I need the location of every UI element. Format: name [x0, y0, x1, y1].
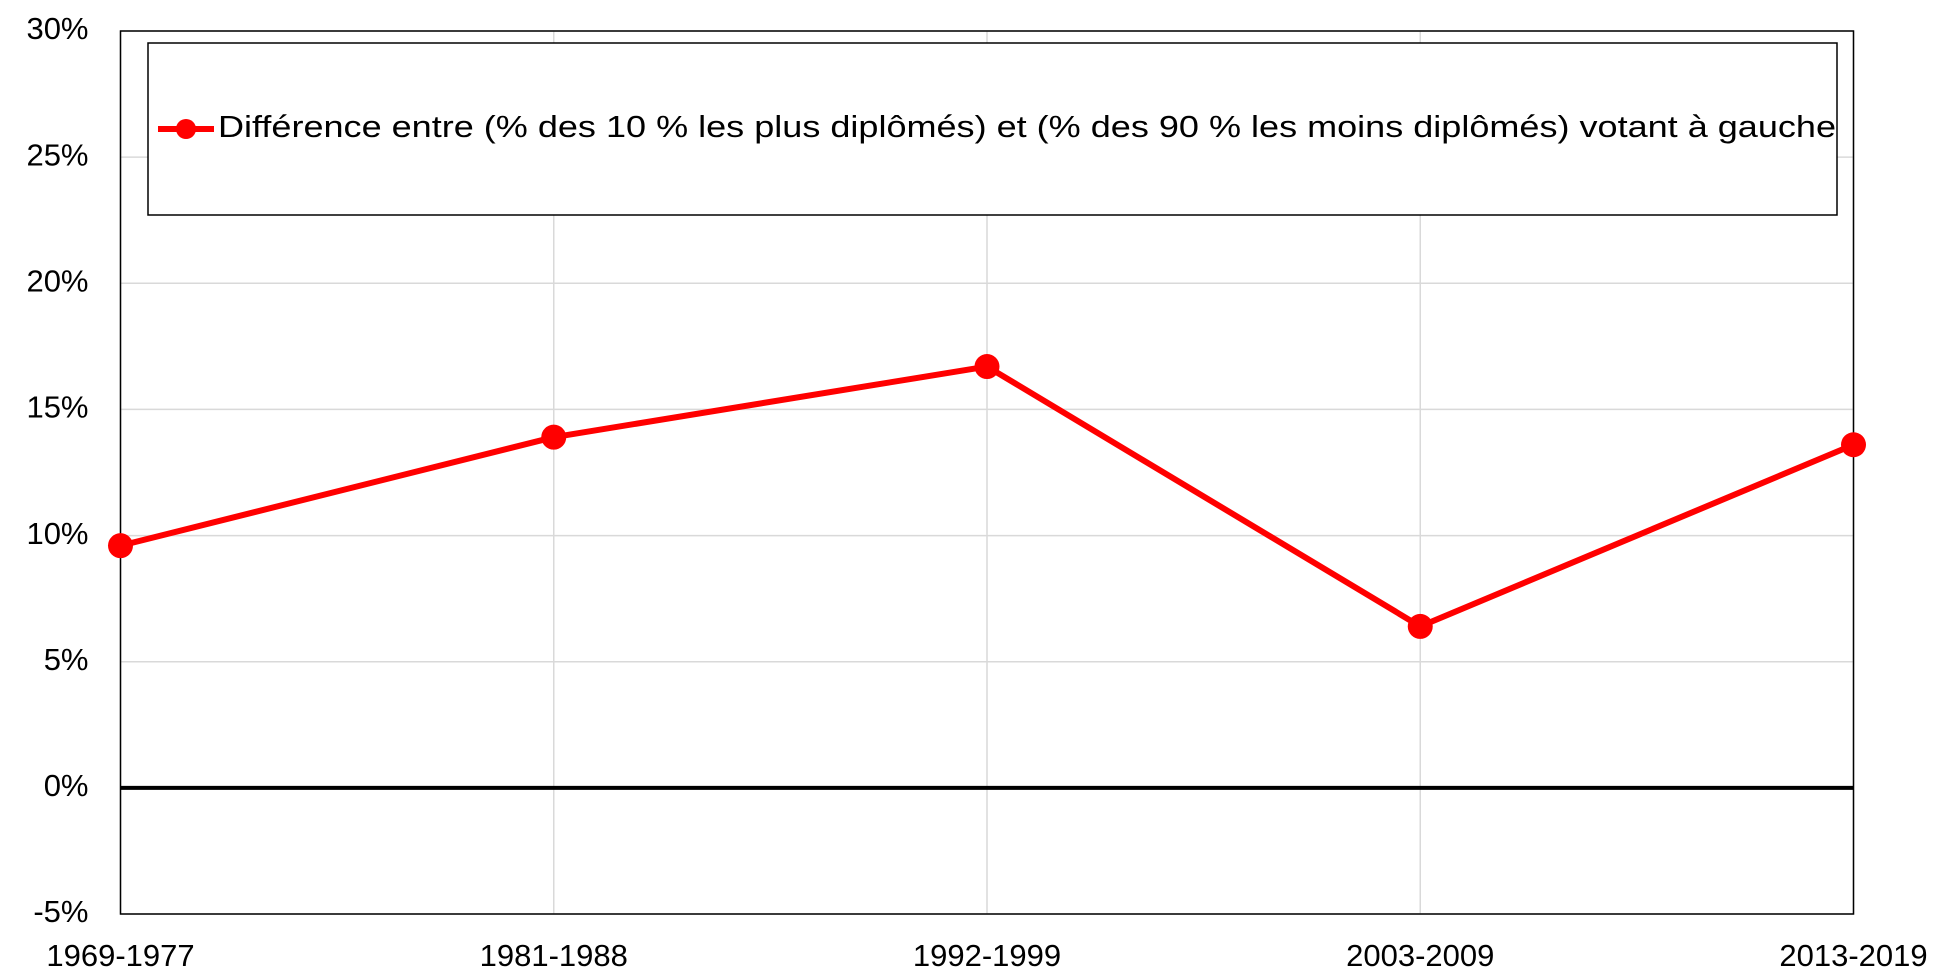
- y-tick-label: 10%: [26, 516, 88, 551]
- legend-marker: [176, 119, 196, 139]
- legend-label: Différence entre (% des 10 % les plus di…: [218, 109, 1836, 144]
- data-point: [108, 533, 133, 559]
- plot-border: [119, 30, 1855, 915]
- y-tick-label: -5%: [33, 894, 88, 929]
- legend-box: [147, 42, 1838, 216]
- data-point: [974, 354, 1000, 380]
- x-tick-label: 2003-2009: [1346, 938, 1494, 973]
- data-point: [1841, 432, 1866, 458]
- y-tick-label: 30%: [26, 11, 88, 46]
- y-tick-label: 20%: [26, 263, 88, 298]
- y-tick-label: 5%: [44, 642, 89, 677]
- data-point: [541, 424, 567, 450]
- data-point: [1407, 613, 1433, 639]
- x-tick-label: 1992-1999: [913, 938, 1061, 973]
- x-tick-label: 2013-2019: [1779, 938, 1927, 973]
- y-tick-label: 15%: [26, 390, 88, 425]
- y-tick-label: 25%: [26, 137, 88, 172]
- y-tick-label: 0%: [44, 768, 89, 803]
- x-tick-label: 1969-1977: [46, 938, 194, 973]
- x-tick-label: 1981-1988: [480, 938, 628, 973]
